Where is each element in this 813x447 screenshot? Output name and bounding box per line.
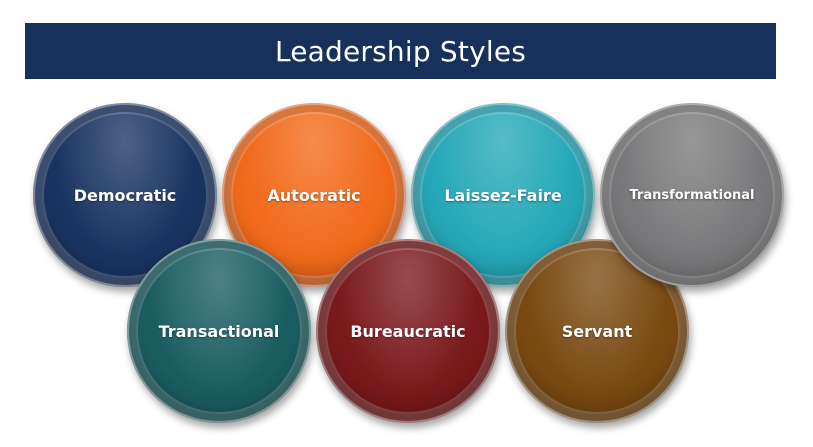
title-banner: Leadership Styles	[25, 23, 776, 79]
circle-label: Bureaucratic	[350, 321, 466, 341]
circle-bureaucratic: Bureaucratic	[316, 239, 500, 423]
circle-servant: Servant	[505, 239, 689, 423]
circle-label: Servant	[561, 321, 633, 341]
circle-label: Transactional	[158, 321, 280, 341]
circle-transactional: Transactional	[127, 239, 311, 423]
diagram-title: Leadership Styles	[274, 34, 527, 68]
circle-label: Transformational	[629, 187, 755, 203]
circle-label: Autocratic	[267, 185, 361, 205]
circle-transformational: Transformational	[600, 103, 784, 287]
circle-label: Laissez-Faire	[444, 185, 562, 205]
circle-democratic: Democratic	[33, 103, 217, 287]
circle-label: Democratic	[73, 185, 177, 205]
